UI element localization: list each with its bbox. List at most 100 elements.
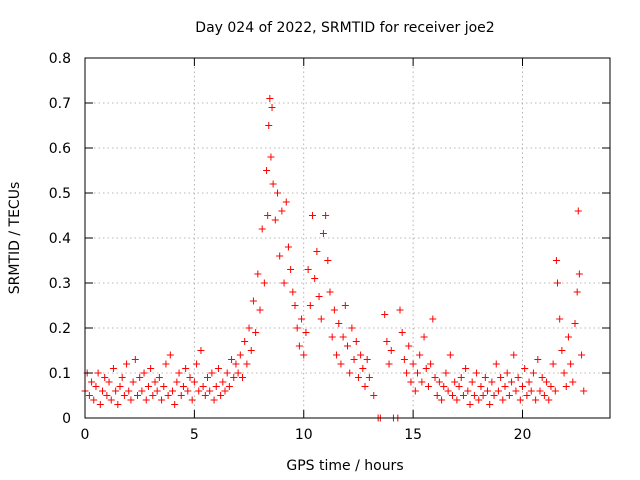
- data-point: [405, 342, 413, 350]
- data-point: [503, 369, 511, 377]
- y-tick-label: 0: [62, 411, 71, 427]
- data-point: [302, 329, 310, 336]
- data-point: [560, 369, 568, 377]
- data-point: [337, 360, 345, 368]
- data-point: [501, 383, 509, 390]
- data-point: [440, 383, 448, 390]
- data-point: [147, 365, 155, 372]
- data-point: [547, 383, 555, 390]
- data-point: [473, 369, 481, 377]
- chart-title: Day 024 of 2022, SRMTID for receiver joe…: [195, 20, 494, 36]
- data-point: [219, 378, 227, 386]
- data-point: [142, 396, 150, 404]
- data-point: [464, 387, 472, 395]
- data-point: [249, 297, 257, 305]
- data-point: [144, 383, 152, 390]
- data-point: [357, 351, 365, 359]
- data-point: [490, 392, 498, 399]
- data-point: [291, 302, 299, 309]
- data-point: [341, 302, 349, 309]
- data-point: [510, 351, 518, 359]
- data-point: [105, 378, 113, 386]
- data-point: [236, 351, 244, 359]
- data-point: [228, 356, 236, 363]
- data-point: [512, 387, 520, 395]
- data-point: [149, 392, 157, 399]
- data-point: [540, 392, 548, 399]
- data-point: [109, 365, 117, 372]
- data-point: [179, 383, 187, 390]
- data-point: [481, 374, 489, 381]
- data-point: [138, 387, 146, 395]
- data-point: [210, 396, 218, 404]
- data-point: [359, 365, 367, 372]
- data-point: [184, 387, 192, 395]
- data-point: [271, 216, 279, 224]
- data-point: [407, 378, 415, 386]
- data-point: [562, 383, 570, 390]
- data-point: [260, 279, 268, 287]
- data-point: [267, 153, 275, 161]
- data-point: [298, 315, 306, 323]
- data-points: [81, 95, 588, 422]
- data-point: [280, 279, 288, 287]
- data-point: [269, 180, 277, 188]
- data-point: [424, 383, 432, 390]
- data-point: [409, 360, 417, 368]
- data-point: [468, 378, 476, 386]
- data-point: [158, 396, 166, 404]
- data-point: [300, 351, 308, 359]
- data-point: [567, 360, 575, 368]
- data-point: [549, 360, 557, 368]
- data-point: [427, 360, 435, 368]
- data-point: [153, 387, 161, 395]
- y-tick-label: 0.1: [49, 366, 71, 382]
- data-point: [114, 401, 122, 408]
- x-tick-label: 20: [514, 427, 532, 443]
- data-point: [344, 342, 351, 350]
- data-point: [574, 207, 582, 215]
- data-point: [470, 392, 478, 399]
- data-point: [182, 365, 190, 372]
- data-point: [527, 387, 535, 395]
- data-point: [444, 387, 452, 395]
- data-point: [131, 356, 139, 363]
- data-point: [252, 329, 260, 336]
- y-tick-label: 0.2: [49, 321, 71, 337]
- data-point: [315, 293, 323, 300]
- data-point: [505, 392, 513, 399]
- data-point: [536, 387, 544, 395]
- data-point: [516, 396, 524, 404]
- data-point: [230, 374, 238, 381]
- data-point: [365, 374, 373, 381]
- data-point: [241, 338, 249, 345]
- data-point: [497, 374, 505, 381]
- x-tick-label: 0: [81, 427, 90, 443]
- data-point: [488, 378, 496, 386]
- data-point: [363, 356, 371, 363]
- data-point: [136, 374, 144, 381]
- data-point: [140, 369, 148, 377]
- data-point: [354, 374, 362, 381]
- data-point: [385, 360, 393, 368]
- data-point: [446, 351, 454, 359]
- data-point: [289, 288, 297, 296]
- data-point: [451, 378, 459, 386]
- data-point: [173, 378, 181, 386]
- data-point: [171, 401, 179, 408]
- data-point: [160, 383, 168, 390]
- data-point: [529, 369, 537, 377]
- data-point: [484, 387, 491, 395]
- data-point: [85, 392, 93, 399]
- data-point: [350, 356, 358, 363]
- data-point: [475, 396, 483, 404]
- grid-lines: [85, 58, 610, 418]
- data-point: [245, 324, 253, 332]
- data-point: [151, 378, 159, 386]
- data-point: [304, 266, 312, 273]
- x-tick-label: 15: [404, 427, 422, 443]
- data-point: [134, 392, 141, 399]
- data-point: [330, 306, 338, 314]
- data-point: [278, 207, 286, 215]
- data-point: [287, 266, 295, 273]
